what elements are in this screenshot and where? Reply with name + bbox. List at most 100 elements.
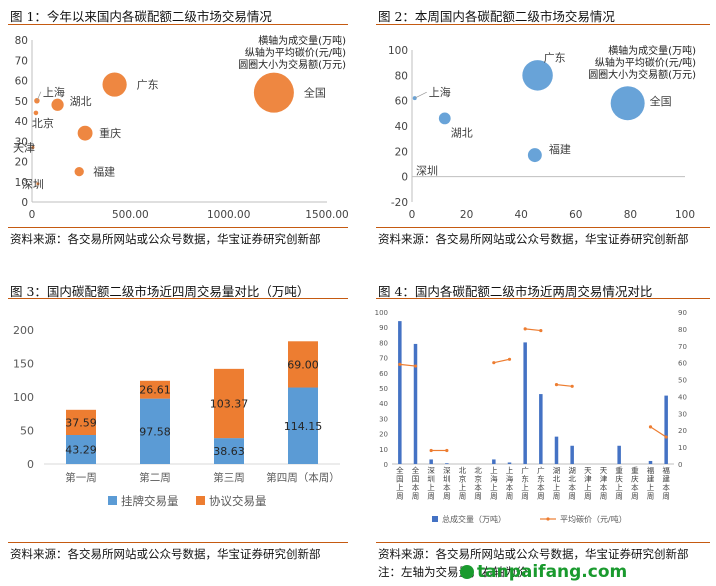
y-tick-label: 20 [395,146,408,158]
fig4-source: 资料来源：各交易所网站或公众号数据，华宝证券研究创新部 [378,547,689,561]
y-tick-label: 0 [21,197,28,209]
y-tick-label: 60 [15,76,28,88]
x-tick-label: 20 [460,209,473,221]
y-tick-label: 150 [13,358,34,371]
leader-line [36,91,42,101]
bar-segment [288,387,318,464]
x-tick-label-char: 上 [490,466,498,475]
fig4-title: 图 4：国内各碳配额二级市场近两周交易情况对比 [378,284,653,299]
x-tick-label: 1000.00 [207,209,250,221]
bar-data-label: 69.00 [287,358,319,371]
legend-note-line: 横轴为成交量(万吨) [608,44,696,57]
bar [539,394,543,464]
y-tick-label: 20 [379,431,388,439]
x-tick-label-char: 周 [459,492,467,501]
x-tick-label-char: 周 [647,492,655,501]
bar [570,445,574,464]
y-tick-label: 0 [27,458,34,471]
y-tick-label: 100 [388,45,408,57]
bar-segment [214,438,244,464]
x-tick-label-char: 北 [568,475,576,484]
bubble-data-label: 福建 [549,142,571,156]
watermark-logo: tanpaifang.com [460,562,627,582]
y2-tick-label: 40 [678,393,687,401]
x-tick-label-char: 北 [474,466,482,475]
bubble-point [31,145,35,149]
price-point [648,425,653,429]
x-tick-label-char: 上 [553,483,561,492]
fig4-bottom-rule [376,542,710,543]
price-point [398,362,402,366]
bubble-point [33,110,39,116]
bar-segment [66,409,96,435]
bar [445,463,449,464]
y-tick-label: 50 [20,425,34,438]
fig2-title-rule [376,24,710,25]
bar-segment [140,398,170,464]
fig4-title-rule [376,298,710,299]
fig1-source: 资料来源：各交易所网站或公众号数据，华宝证券研究创新部 [10,232,321,246]
y-tick-label: 40 [15,116,28,128]
y-tick-label: 100 [13,391,34,404]
x-tick-label-char: 周 [521,492,529,501]
y-tick-label: 60 [379,370,388,378]
x-tick-label-char: 周 [662,492,670,501]
bubble-data-label: 深圳 [22,178,44,191]
x-tick-label: 第四周（本周） [266,471,340,484]
x-tick-label-char: 海 [490,474,498,484]
x-tick-label-char: 全 [412,465,420,475]
y2-tick-label: 10 [678,444,687,452]
y-tick-label: 0 [384,461,388,469]
x-tick-label: 第一周 [65,471,97,484]
bar [429,459,433,464]
x-tick-label-char: 周 [537,492,545,501]
bubble-data-label: 北京 [32,116,54,130]
x-tick-label-char: 北 [459,466,467,475]
x-tick-label-char: 天 [600,466,608,475]
price-point [492,361,496,365]
price-point [429,448,433,453]
y-tick-label: 30 [379,415,388,423]
x-tick-label-char: 上 [459,483,467,492]
x-tick-label-char: 周 [443,492,451,501]
x-tick-label-char: 重 [631,466,639,475]
legend-label: 挂牌交易量 [121,494,179,508]
y-tick-label: 100 [375,309,388,317]
y-tick-label: 70 [15,55,28,67]
price-point [664,435,668,439]
price-point [539,328,543,333]
fig2-title: 图 2：本周国内各碳配额二级市场交易情况 [378,9,615,24]
bubble-data-label: 湖北 [451,126,473,139]
fig2-source: 资料来源：各交易所网站或公众号数据，华宝证券研究创新部 [378,232,689,246]
x-tick-label-char: 本 [631,482,639,492]
bar [554,436,559,464]
x-tick-label-char: 周 [427,492,435,501]
x-tick-label-char: 庆 [615,474,623,484]
bar [507,462,512,464]
legend-note-line: 圆圈大小为交易额(万元) [238,58,346,71]
x-tick-label-char: 广 [521,465,529,475]
price-point [413,364,418,368]
y-tick-label: 80 [395,70,408,82]
x-tick-label-char: 上 [490,483,498,492]
x-tick-label-char: 津 [584,475,592,484]
x-tick-label-char: 东 [537,474,545,484]
y2-tick-label: 30 [678,410,687,418]
legend-swatch [196,496,205,505]
price-line [650,426,667,438]
x-tick-label: 0 [409,209,416,221]
y-tick-label: 80 [379,339,388,347]
x-tick-label: 1500.00 [305,209,348,221]
x-tick-label-char: 周 [474,492,482,501]
x-tick-label-char: 周 [553,492,561,501]
x-tick-label-char: 本 [506,482,514,492]
legend-line-marker [546,517,550,521]
x-tick-label-char: 东 [521,474,529,484]
bubble-data-label: 全国 [304,86,326,100]
bubble-data-label: 福建 [93,165,115,179]
x-tick-label-char: 本 [443,482,451,492]
x-tick-label-char: 京 [474,474,482,484]
y-tick-label: 10 [379,446,388,454]
x-tick-label: 第二周 [139,471,171,484]
bar [664,395,668,464]
